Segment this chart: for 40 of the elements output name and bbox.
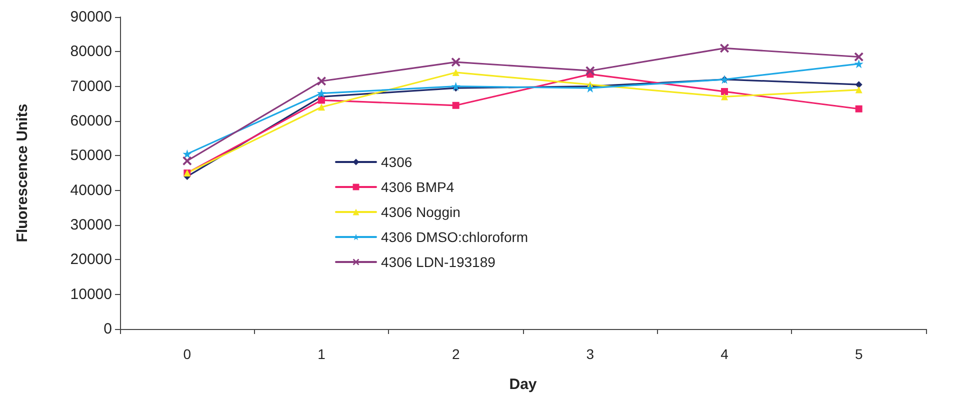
x-tick-label: 5 <box>854 346 863 362</box>
x-axis-title: Day <box>509 376 538 393</box>
point <box>451 82 460 91</box>
x-tick-label: 1 <box>318 346 326 362</box>
y-tick-label: 30000 <box>70 216 112 234</box>
y-tick-label: 90000 <box>70 8 112 26</box>
point <box>721 88 728 96</box>
point <box>451 58 460 67</box>
point <box>452 102 460 109</box>
point <box>855 86 862 94</box>
point <box>317 76 326 86</box>
legend-label: 4306 Noggin <box>381 204 460 220</box>
x-tick-label: 4 <box>720 346 729 362</box>
point <box>721 93 728 100</box>
point <box>855 105 862 112</box>
point <box>720 44 729 53</box>
y-tick-label: 80000 <box>70 43 112 60</box>
point <box>452 68 460 76</box>
point <box>182 149 192 158</box>
point <box>318 104 325 111</box>
y-tick-label: 60000 <box>70 112 112 130</box>
x-tick-label: 2 <box>452 346 460 362</box>
y-tick-label: 50000 <box>70 147 112 164</box>
y-tick-label: 0 <box>104 320 112 338</box>
point <box>182 156 192 166</box>
y-tick-label: 20000 <box>70 251 112 268</box>
y-tick-label: 70000 <box>70 78 112 95</box>
x-tick-label: 0 <box>183 346 192 362</box>
legend-label: 4306 LDN-193189 <box>381 254 496 270</box>
y-axis-title: Fluorescence Units <box>14 104 31 242</box>
point <box>854 59 864 68</box>
legend-label: 4306 <box>381 154 412 170</box>
legend-label: 4306 BMP4 <box>381 179 454 195</box>
point <box>586 66 595 76</box>
point <box>854 52 864 62</box>
legend-label: 4306 DMSO:chloroform <box>381 229 528 245</box>
x-tick-label: 3 <box>586 346 594 362</box>
point <box>855 81 862 88</box>
y-tick-label: 40000 <box>70 182 112 199</box>
y-tick-label: 10000 <box>70 286 112 303</box>
